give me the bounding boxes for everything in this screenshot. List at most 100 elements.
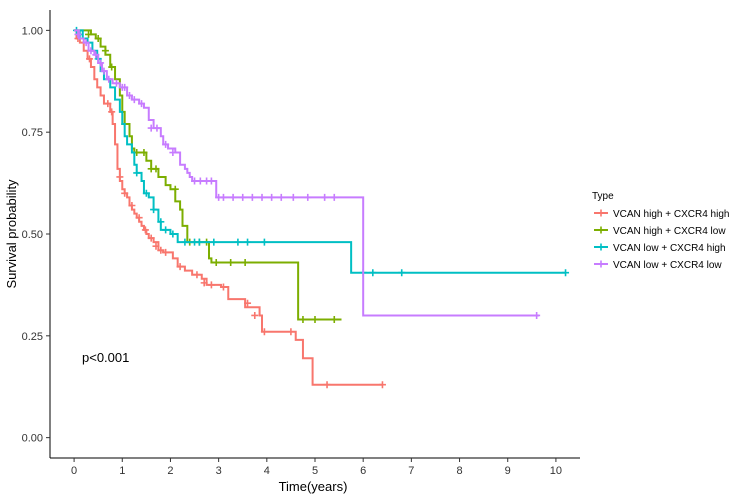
censor-mark [248,193,256,201]
censor-mark [195,238,203,246]
censor-mark [82,39,90,47]
censor-mark [229,193,237,201]
y-ticks: 0.00 0.25 0.50 0.75 1.00 [22,25,50,445]
censor-mark [121,189,129,197]
series-layer [73,26,570,389]
censor-mark [260,238,268,246]
y-axis-title: Survival probability [4,179,19,289]
censor-mark [108,108,116,116]
censor-mark [116,173,124,181]
censor-mark [244,238,252,246]
censor-mark [147,234,155,242]
censor-mark [104,100,112,108]
censor-mark [162,140,170,148]
censor-mark [169,149,177,157]
censor-mark [227,259,235,267]
censor-mark [289,193,297,201]
censor-mark [171,185,179,193]
y-tick-label: 0.75 [22,127,43,139]
y-tick-label: 0.50 [22,229,43,241]
censor-mark [141,226,149,234]
censor-mark [85,30,93,38]
censor-mark [169,230,177,238]
censor-mark [128,201,136,209]
censor-mark [304,193,312,201]
x-tick-label: 3 [216,465,222,477]
censor-mark [219,283,227,291]
x-tick-label: 0 [71,465,77,477]
censor-mark [157,218,165,226]
legend-label: VCAN low + CXCR4 high [613,243,726,254]
censor-mark [219,193,227,201]
y-tick-label: 0.00 [22,433,43,445]
censor-mark [244,299,252,307]
censor-mark [121,83,129,91]
censor-mark [193,271,201,279]
censor-mark [398,269,406,277]
survival-curve [74,29,383,386]
x-tick-label: 4 [264,465,270,477]
legend-label: VCAN high + CXCR4 low [613,226,726,237]
y-tick-label: 1.00 [22,25,43,37]
legend-label: VCAN high + CXCR4 high [613,209,729,220]
censor-mark [152,242,160,250]
censor-mark [74,30,82,38]
x-tick-label: 6 [360,465,366,477]
x-tick-label: 8 [456,465,462,477]
censor-mark [152,165,160,173]
censor-mark [108,63,116,71]
censor-mark [162,226,170,234]
censor-mark [260,328,268,336]
censor-mark [92,51,100,59]
censor-mark [533,311,541,319]
censor-mark [105,75,113,83]
x-ticks: 0 1 2 3 4 5 6 7 8 9 10 [71,458,562,477]
censor-mark [234,238,242,246]
censor-mark [562,269,570,277]
censor-mark [251,311,259,319]
censor-mark [330,193,338,201]
censor-mark [100,67,108,75]
censor-mark [268,193,276,201]
y-tick-label: 0.25 [22,331,43,343]
x-tick-label: 7 [408,465,414,477]
series-3 [73,26,570,277]
censor-mark [181,238,189,246]
censor-mark [212,259,220,267]
legend: Type VCAN high + CXCR4 high VCAN high + C… [592,191,729,271]
censor-mark [94,35,102,43]
censor-mark [241,259,249,267]
x-tick-label: 2 [167,465,173,477]
censor-mark [321,193,329,201]
x-tick-label: 5 [312,465,318,477]
censor-mark [196,177,204,185]
censor-mark [378,381,386,389]
legend-title: Type [592,191,614,202]
censor-mark [311,316,319,324]
censor-mark [135,214,143,222]
p-value-annotation: p<0.001 [82,350,129,365]
censor-mark [97,59,105,67]
censor-mark [323,381,331,389]
censor-mark [130,96,138,104]
survival-curve [74,29,342,321]
legend-label: VCAN low + CXCR4 low [613,260,722,271]
x-tick-label: 10 [550,465,562,477]
x-tick-label: 9 [505,465,511,477]
censor-mark [140,149,148,157]
x-tick-label: 1 [119,465,125,477]
censor-mark [112,79,120,87]
censor-mark [138,100,146,108]
censor-mark [157,246,165,254]
censor-mark [87,47,95,55]
series-1 [74,29,386,389]
x-axis-title: Time(years) [279,479,348,494]
censor-mark [258,193,266,201]
censor-mark [210,238,218,246]
censor-mark [287,328,295,336]
censor-mark [369,269,377,277]
censor-mark [299,316,307,324]
censor-mark [126,92,133,100]
censor-mark [150,206,158,214]
